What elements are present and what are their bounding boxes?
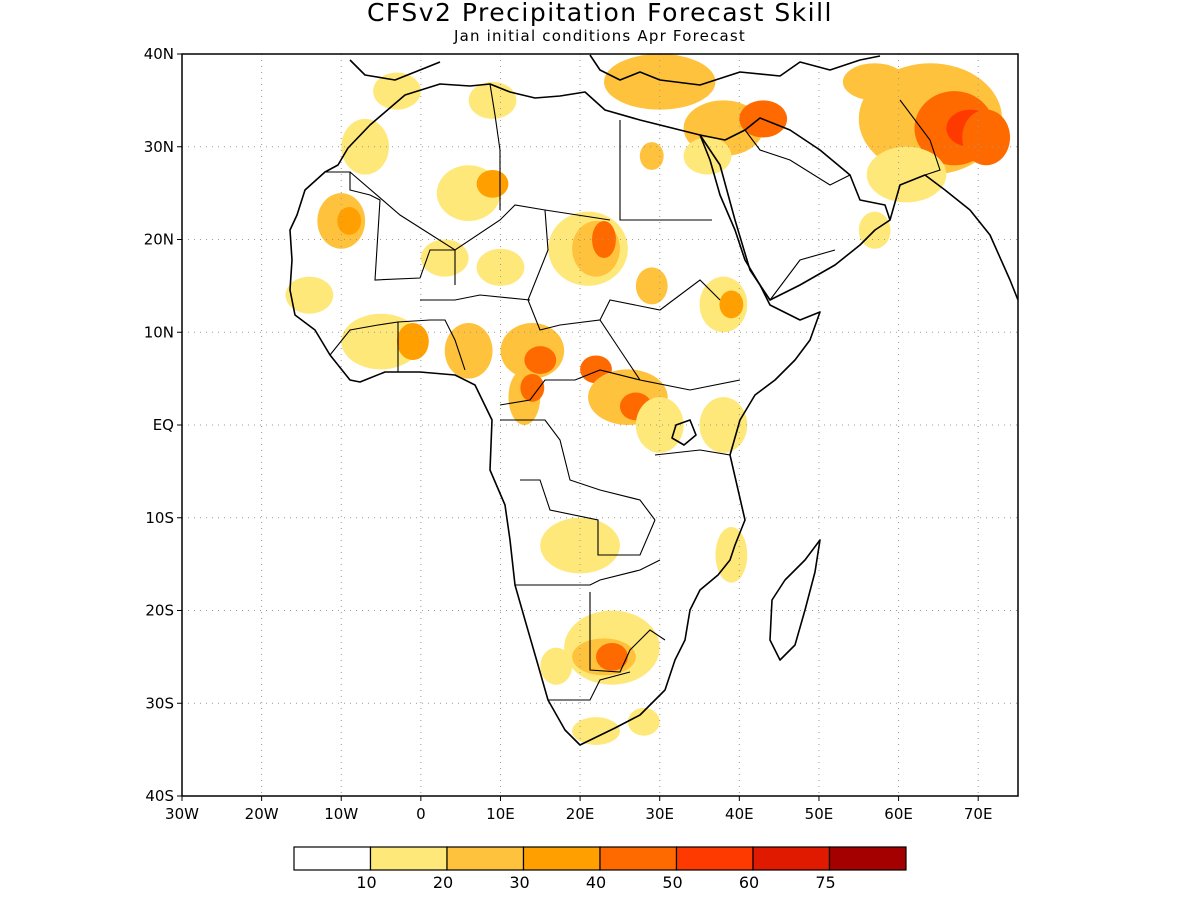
lon-tick-label: 30W: [165, 805, 199, 823]
chart-title: CFSv2 Precipitation Forecast Skill: [366, 0, 834, 27]
lake-victoria: [671, 419, 697, 446]
skill-patch: [341, 118, 390, 175]
lon-tick-label: 70E: [964, 805, 993, 823]
colorbar-label: 40: [586, 873, 606, 892]
colorbar-swatch: [369, 846, 448, 871]
border-line: [654, 449, 746, 521]
skill-patch: [476, 248, 525, 286]
colorbar-label: 75: [815, 873, 835, 892]
lat-tick-label: 20S: [145, 602, 174, 620]
skill-patch: [962, 109, 1011, 166]
border-line: [599, 279, 721, 321]
border-line: [500, 419, 656, 521]
skill-patch: [396, 322, 429, 361]
gridlines: [182, 54, 1018, 796]
border-line: [489, 83, 501, 210]
border-line: [548, 671, 631, 701]
skill-patch: [603, 54, 716, 110]
colorbar-swatch: [599, 846, 678, 871]
skill-patch: [866, 146, 947, 203]
skill-patch: [337, 207, 362, 235]
skill-patch: [592, 220, 616, 259]
skill-patch: [639, 142, 664, 170]
skill-patch: [444, 322, 493, 379]
colorbar-label: 50: [662, 873, 682, 892]
lat-tick-label: 40N: [144, 45, 174, 63]
skill-patch: [520, 373, 545, 402]
lon-tick-label: 0: [416, 805, 426, 823]
skill-patch: [524, 346, 557, 374]
iberia-coast: [349, 59, 441, 81]
colorbar-swatch: [828, 846, 907, 871]
colorbar-label: 60: [739, 873, 759, 892]
border-line: [619, 120, 712, 221]
border-line: [325, 171, 456, 285]
lon-tick-label: 10E: [486, 805, 515, 823]
skill-patch: [285, 276, 334, 314]
colorbar-swatch: [522, 846, 601, 871]
border-line: [769, 249, 836, 301]
lon-tick-label: 20W: [245, 805, 279, 823]
skill-patch: [540, 517, 620, 574]
lat-tick-label: 10N: [144, 323, 174, 341]
border-line: [420, 294, 531, 301]
skill-patch: [540, 647, 573, 685]
skill-patch: [635, 267, 668, 305]
skill-patch: [719, 290, 744, 319]
border-line: [520, 479, 656, 556]
colorbar-swatch: [675, 846, 754, 871]
lat-tick-label: 30S: [145, 694, 174, 712]
colorbar-label: 30: [509, 873, 529, 892]
skill-patch: [683, 137, 732, 175]
lon-tick-label: 40E: [725, 805, 754, 823]
lon-tick-label: 60E: [884, 805, 913, 823]
skill-patch: [572, 717, 620, 745]
colorbar-label: 10: [356, 873, 376, 892]
axis-labels: 30W 20W 10W 0 10E 20E 30E 40E 50E 60E 70E 40N 30N 20N…: [144, 45, 993, 823]
border-line: [329, 321, 399, 372]
country-borders: [325, 83, 941, 701]
border-line: [589, 592, 666, 673]
skill-shading: [285, 54, 1011, 745]
chart-subtitle: Jan initial conditions Apr Forecast: [453, 27, 747, 45]
lat-tick-label: 40S: [145, 787, 174, 805]
lat-tick-label: 10S: [145, 509, 174, 527]
border-line: [515, 559, 661, 586]
lat-tick-label: 20N: [144, 231, 174, 249]
colorbar-swatch: [752, 846, 831, 871]
lon-tick-label: 10W: [324, 805, 358, 823]
colorbar-swatch: [293, 846, 372, 871]
border-line: [744, 129, 851, 186]
skill-patch: [627, 707, 660, 736]
skill-patch: [635, 397, 684, 453]
border-line: [899, 99, 941, 176]
mediterranean-north-coast: [589, 54, 881, 86]
border-line: [499, 369, 741, 406]
skill-patch: [842, 63, 907, 101]
lat-tick-label: EQ: [153, 416, 174, 434]
skill-patch: [596, 642, 628, 671]
colorbar-swatch: [446, 846, 525, 871]
skill-patch: [476, 169, 509, 198]
south-asia-coastline: [889, 174, 1018, 301]
lat-tick-label: 30N: [144, 138, 174, 156]
skill-patch: [373, 72, 421, 110]
madagascar-coastline: [769, 539, 821, 661]
colorbar: 10 20 30 40 50 60 75: [293, 846, 907, 892]
colorbar-label: 20: [433, 873, 453, 892]
lon-tick-label: 30E: [645, 805, 674, 823]
border-line: [527, 209, 641, 381]
border-line: [397, 319, 466, 371]
lon-tick-label: 50E: [805, 805, 834, 823]
lon-tick-label: 20E: [566, 805, 595, 823]
